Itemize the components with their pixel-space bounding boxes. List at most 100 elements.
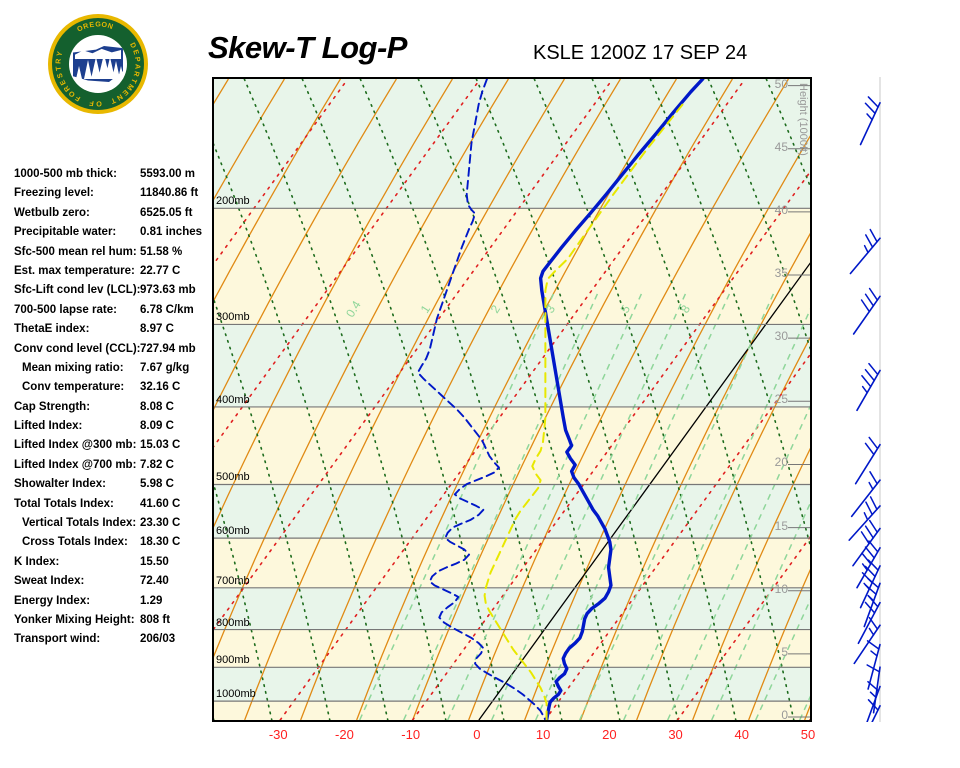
parameter-label: Cross Totals Index: — [22, 536, 128, 549]
pressure-tick-label: 900mb — [216, 654, 250, 667]
parameter-label: K Index: — [14, 555, 60, 568]
station-title: KSLE 1200Z 17 SEP 24 — [533, 42, 748, 64]
parameter-value: 18.30 C — [140, 536, 181, 549]
parameter-value: 973.63 mb — [140, 284, 196, 297]
temperature-tick-label: -20 — [335, 727, 354, 742]
temperature-tick-label: 10 — [535, 727, 551, 742]
parameter-label: Sfc-500 mean rel hum: — [14, 245, 137, 258]
parameter-value: 8.97 C — [140, 323, 174, 336]
parameter-value: 0.81 inches — [140, 226, 203, 239]
parameter-row: Conv cond level (CCL): 727.94 mb — [0, 343, 200, 362]
parameter-row: Mean mixing ratio: 7.67 g/kg — [0, 362, 200, 381]
parameter-label: 700-500 lapse rate: — [14, 303, 117, 316]
parameter-row: Sfc-Lift cond lev (LCL): 973.63 mb — [0, 284, 200, 303]
parameter-row: Vertical Totals Index: 23.30 C — [0, 517, 200, 536]
parameter-value: 727.94 mb — [140, 342, 196, 355]
temperature-tick-label: 40 — [734, 727, 749, 742]
height-tick-label: 20 — [774, 455, 788, 470]
pressure-tick-label: 200mb — [216, 195, 250, 208]
parameter-label: Conv temperature: — [22, 381, 125, 394]
parameter-row: Transport wind: 206/03 — [0, 633, 200, 652]
parameter-row: ThetaE index: 8.97 C — [0, 323, 200, 342]
parameter-label: Sweat Index: — [14, 575, 85, 588]
parameter-value: 808 ft — [140, 613, 171, 626]
parameter-label: Vertical Totals Index: — [22, 517, 137, 530]
parameter-value: 6.78 C/km — [140, 303, 194, 316]
parameter-value: 72.40 — [140, 575, 169, 588]
parameter-label: Mean mixing ratio: — [22, 361, 124, 374]
seal-mountain-icon — [75, 48, 121, 59]
parameter-label: Transport wind: — [14, 633, 101, 646]
height-axis-label: Height (1000ft) — [797, 83, 809, 156]
parameter-row: Total Totals Index: 41.60 C — [0, 498, 200, 517]
temperature-tick-label: 30 — [668, 727, 683, 742]
parameter-value: 22.77 C — [140, 264, 181, 277]
temperature-tick-label: 20 — [602, 727, 617, 742]
pressure-tick-label: 800mb — [216, 616, 250, 629]
parameter-value: 15.03 C — [140, 439, 181, 452]
skewt-plot-canvas — [214, 79, 810, 720]
seal-trees-icon — [74, 51, 124, 79]
parameter-value: 41.60 C — [140, 497, 181, 510]
parameter-row: Precipitable water: 0.81 inches — [0, 226, 203, 245]
height-tick-label: 0 — [781, 708, 788, 722]
parameter-value: 7.67 g/kg — [140, 361, 190, 374]
height-tick-label: 25 — [774, 392, 788, 407]
height-tick-label: 45 — [774, 139, 788, 154]
parameter-label: Energy Index: — [14, 594, 91, 607]
wind-barb-canvas — [848, 77, 881, 722]
parameter-value: 8.08 C — [140, 400, 174, 413]
skewt-chart: Height (1000ft) 200mb 300mb 400mb 500mb 600m… — [212, 77, 812, 722]
height-tick-label: 40 — [774, 202, 788, 217]
parameter-row: Wetbulb zero: 6525.05 ft — [0, 207, 200, 226]
height-tick-label: 35 — [774, 266, 788, 281]
parameter-value: 1.29 — [140, 594, 163, 607]
parameter-label: Est. max temperature: — [14, 264, 135, 277]
parameter-value: 5593.00 m — [140, 168, 195, 180]
parameter-row: Sfc-500 mean rel hum: 51.58 % — [0, 246, 200, 265]
parameter-row: Conv temperature: 32.16 C — [0, 381, 200, 400]
height-tick-label: 5 — [781, 644, 788, 659]
parameter-label: Wetbulb zero: — [14, 206, 90, 219]
parameter-row: Energy Index: 1.29 — [0, 595, 200, 614]
parameter-row: Lifted Index: 8.09 C — [0, 420, 200, 439]
parameter-value: 6525.05 ft — [140, 206, 193, 219]
parameter-row: Lifted Index @300 mb: 15.03 C — [0, 439, 200, 458]
parameter-value: 51.58 % — [140, 245, 183, 258]
parameter-label: Sfc-Lift cond lev (LCL): — [14, 284, 141, 297]
parameter-row: Yonker Mixing Height: 808 ft — [0, 614, 200, 633]
height-tick-label: 15 — [774, 518, 788, 533]
parameter-row: K Index: 15.50 — [0, 556, 200, 575]
parameter-row: 1000-500 mb thick: 5593.00 m — [0, 168, 200, 187]
pressure-tick-label: 600mb — [216, 525, 250, 538]
temperature-axis: -30 -20 -10 0 10 20 30 40 50 — [212, 727, 816, 751]
parameter-row: Est. max temperature: 22.77 C — [0, 265, 200, 284]
parameter-value: 8.09 C — [140, 420, 174, 433]
seal-base-shape — [73, 83, 123, 90]
parameter-label: Cap Strength: — [14, 400, 91, 413]
temperature-tick-label: 50 — [800, 727, 816, 742]
parameter-row: Freezing level: 11840.86 ft — [0, 187, 200, 206]
parameter-label: Showalter Index: — [14, 478, 107, 491]
parameter-value: 32.16 C — [140, 381, 181, 394]
pressure-tick-label: 700mb — [216, 574, 250, 587]
wind-barb-panel — [822, 77, 960, 722]
parameter-row: Sweat Index: 72.40 — [0, 575, 200, 594]
parameter-label: Lifted Index @700 mb: — [14, 458, 137, 471]
sounding-parameters-panel: 1000-500 mb thick: 5593.00 m Freezing leve… — [0, 168, 203, 653]
height-tick-label: 30 — [774, 329, 788, 344]
parameter-label: Yonker Mixing Height: — [14, 613, 135, 626]
parameter-value: 5.98 C — [140, 478, 174, 491]
parameter-label: Freezing level: — [14, 187, 94, 200]
parameter-value: 23.30 C — [140, 517, 181, 530]
temperature-tick-label: 0 — [473, 727, 481, 742]
pressure-tick-label: 500mb — [216, 471, 250, 484]
seal-emblem — [69, 35, 127, 93]
parameter-label: 1000-500 mb thick: — [14, 168, 117, 180]
page-title: Skew-T Log-P — [208, 30, 407, 65]
parameter-row: 700-500 lapse rate: 6.78 C/km — [0, 304, 200, 323]
parameter-value: 206/03 — [140, 633, 176, 646]
pressure-tick-label: 300mb — [216, 311, 250, 324]
